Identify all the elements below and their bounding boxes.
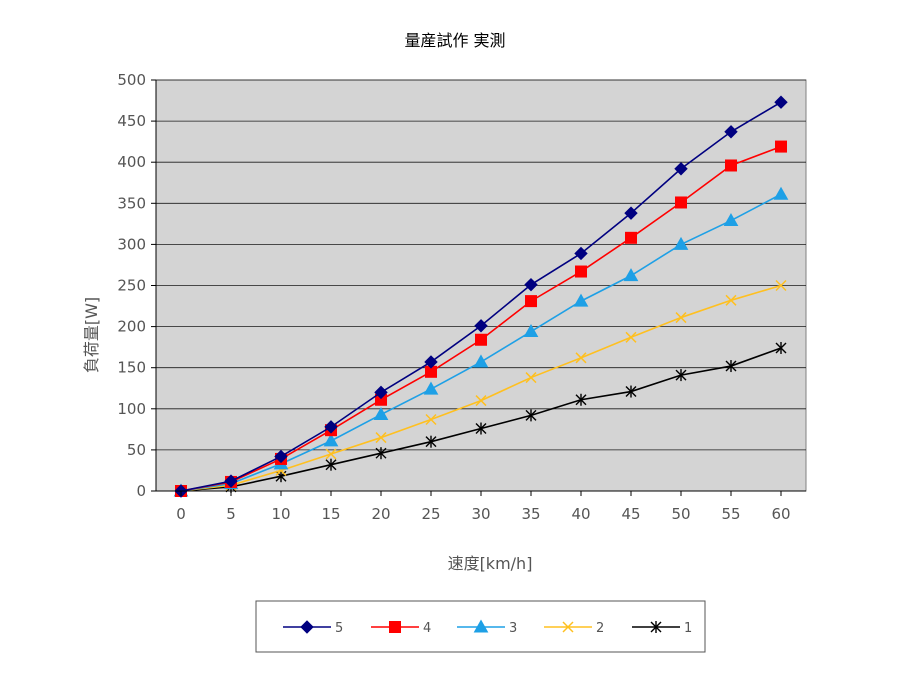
data-point (673, 236, 689, 250)
x-tick-label: 20 (371, 505, 390, 523)
y-tick-label: 400 (117, 153, 146, 171)
data-point (325, 458, 337, 471)
legend-label: 3 (509, 621, 517, 636)
data-point (675, 196, 687, 209)
x-tick-label: 25 (421, 505, 440, 523)
data-point (773, 186, 789, 200)
legend-item: 3 (457, 619, 517, 636)
data-point (274, 449, 288, 464)
legend-label: 4 (423, 621, 431, 636)
y-tick-label: 50 (127, 441, 146, 459)
data-point (473, 354, 489, 368)
data-point (424, 355, 438, 369)
legend-marker (300, 620, 314, 634)
data-point (324, 420, 338, 434)
legend-marker (650, 621, 662, 633)
y-tick-label: 100 (117, 400, 146, 418)
x-tick-label: 15 (321, 505, 340, 523)
data-point (775, 279, 787, 292)
data-point (374, 385, 388, 400)
x-tick-label: 45 (621, 505, 640, 523)
data-point (475, 422, 487, 435)
x-tick-label: 10 (271, 505, 290, 523)
data-point (675, 369, 687, 382)
data-point (474, 319, 488, 333)
x-tick-label: 5 (226, 505, 236, 523)
data-point (325, 448, 337, 460)
data-point (475, 333, 487, 346)
data-point (575, 352, 587, 364)
x-tick-label: 50 (671, 505, 690, 523)
data-point (725, 159, 737, 172)
data-point (725, 360, 737, 373)
data-point (575, 265, 587, 278)
data-point (375, 432, 387, 444)
data-point (525, 409, 537, 422)
data-point (475, 395, 487, 407)
data-point (425, 435, 437, 448)
data-point (574, 246, 588, 261)
y-tick-label: 350 (117, 194, 146, 212)
data-point (373, 407, 389, 421)
series-5 (174, 95, 788, 498)
data-point (425, 413, 437, 426)
x-tick-label: 35 (521, 505, 540, 523)
data-point (625, 385, 637, 398)
legend-item: 5 (283, 620, 343, 636)
x-tick-label: 0 (176, 505, 186, 523)
y-tick-label: 150 (117, 359, 146, 377)
data-point (775, 140, 787, 153)
data-point (624, 206, 638, 220)
data-point (723, 213, 739, 227)
data-point (623, 268, 639, 282)
data-point (725, 294, 737, 306)
data-point (573, 293, 589, 307)
x-tick-label: 55 (721, 505, 740, 523)
legend-item: 2 (544, 621, 604, 636)
y-tick-label: 0 (136, 482, 146, 500)
data-point (323, 433, 339, 447)
legend-label: 1 (684, 621, 692, 636)
y-tick-label: 250 (117, 277, 146, 295)
x-tick-label: 40 (571, 505, 590, 523)
data-point (523, 324, 539, 338)
chart-title: 量産試作 実測 (404, 31, 505, 50)
data-point (675, 312, 687, 324)
x-axis-label: 速度[km/h] (448, 554, 533, 573)
y-axis-label: 負荷量[W] (82, 297, 101, 373)
legend-label: 5 (335, 621, 343, 636)
x-tick-label: 60 (771, 505, 790, 523)
legend-marker (389, 621, 401, 633)
series-1 (175, 341, 787, 497)
data-point (625, 331, 637, 343)
legend-marker (473, 619, 489, 633)
data-point (224, 474, 238, 488)
data-point (375, 447, 387, 460)
series-2 (175, 279, 787, 497)
data-point (724, 125, 738, 139)
data-point (625, 231, 637, 244)
data-point (575, 393, 587, 406)
legend-item: 4 (371, 621, 431, 636)
y-tick-label: 500 (117, 71, 146, 89)
data-point (674, 162, 688, 176)
y-tick-label: 300 (117, 235, 146, 253)
y-tick-label: 450 (117, 112, 146, 130)
legend-marker (562, 621, 574, 633)
data-point (525, 295, 537, 308)
legend-label: 2 (596, 621, 604, 636)
data-point (525, 372, 537, 384)
data-point (775, 341, 787, 354)
data-point (423, 381, 439, 395)
y-tick-label: 200 (117, 318, 146, 336)
data-point (524, 277, 538, 292)
legend-item: 1 (632, 621, 692, 636)
data-point (774, 95, 788, 109)
x-tick-label: 30 (471, 505, 490, 523)
